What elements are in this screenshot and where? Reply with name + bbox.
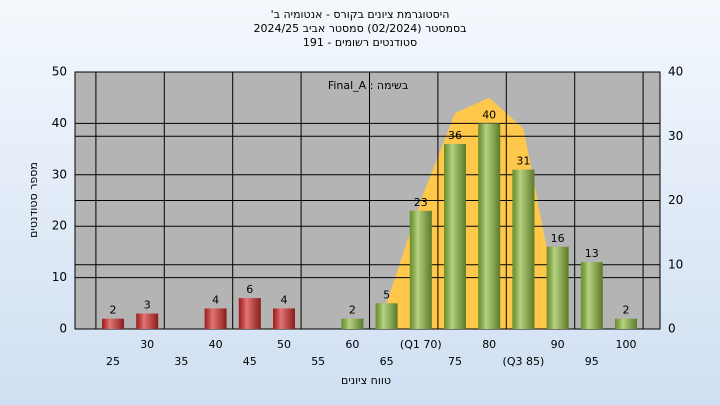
x-tick-label: 60	[345, 338, 359, 351]
annotation: בשימה : Final_A	[328, 79, 408, 92]
data-label: 4	[212, 293, 219, 306]
data-label: 5	[383, 288, 390, 301]
y-axis-label: מספר סטודנטים	[27, 162, 40, 238]
y-tick-label: 0	[59, 322, 67, 336]
y-tick-label: 40	[52, 116, 67, 130]
x-axis-label: טווח ציונים	[341, 374, 391, 387]
x-tick-label: 80	[482, 338, 496, 351]
x-tick-label: 90	[551, 338, 565, 351]
x-tick-label: 65	[380, 355, 394, 368]
y2-tick-label: 20	[668, 193, 683, 207]
x-tick-label: 35	[174, 355, 188, 368]
bar-shade	[102, 318, 124, 329]
chart-subtitle: סטודנטים רשומים - 191	[303, 36, 417, 49]
bar-shade	[478, 123, 501, 330]
y2-tick-label: 0	[668, 322, 676, 336]
bar-shade	[204, 308, 227, 329]
data-label: 2	[110, 304, 117, 317]
y2-tick-label: 30	[668, 129, 683, 143]
bar-shade	[409, 210, 432, 329]
x-tick-label: 95	[585, 355, 599, 368]
data-label: 2	[623, 304, 630, 317]
data-label: 31	[516, 155, 530, 168]
data-label: 16	[551, 232, 565, 245]
bar-shade	[580, 262, 603, 329]
x-tick-label: 30	[140, 338, 154, 351]
data-label: 36	[448, 129, 462, 142]
data-label: 3	[144, 299, 151, 312]
y2-tick-label: 10	[668, 257, 683, 271]
y-tick-label: 10	[52, 270, 67, 284]
bar-shade	[273, 308, 295, 329]
plot-border	[74, 71, 661, 330]
chart-title: היסטוגרמת ציונים בקורס - אנטומיה ב'	[271, 8, 450, 21]
x-tick-label: 75	[448, 355, 462, 368]
data-label: 6	[246, 283, 253, 296]
bar-shade	[136, 313, 159, 329]
x-tick-label: 40	[209, 338, 223, 351]
y-tick-label: 50	[52, 65, 67, 79]
x-tick-label: 25	[106, 355, 120, 368]
x-tick-label: 45	[243, 355, 257, 368]
x-tick-label: (Q3 85)	[503, 355, 545, 368]
bar-shade	[341, 318, 364, 329]
y-tick-label: 30	[52, 167, 67, 181]
data-label: 4	[281, 293, 288, 306]
data-label: 13	[585, 247, 599, 260]
y2-tick-label: 40	[668, 65, 683, 79]
plot: 0102030405001020304025230335404456504556…	[52, 65, 684, 369]
bar-shade	[546, 246, 569, 329]
x-tick-label: 50	[277, 338, 291, 351]
bar-shade	[615, 318, 637, 329]
x-tick-label: 55	[311, 355, 325, 368]
bar-shade	[375, 303, 398, 329]
chart-subtitle: בסמסטר (02/2024) סמסטר אביב 2024/25	[253, 22, 466, 35]
x-tick-label: 100	[616, 338, 637, 351]
data-label: 40	[482, 108, 496, 121]
data-label: 23	[414, 196, 428, 209]
x-tick-label: (Q1 70)	[400, 338, 442, 351]
y-tick-label: 20	[52, 219, 67, 233]
bar-shade	[512, 169, 535, 329]
data-label: 2	[349, 304, 356, 317]
bar-shade	[444, 143, 466, 329]
bar-shade	[238, 298, 261, 329]
